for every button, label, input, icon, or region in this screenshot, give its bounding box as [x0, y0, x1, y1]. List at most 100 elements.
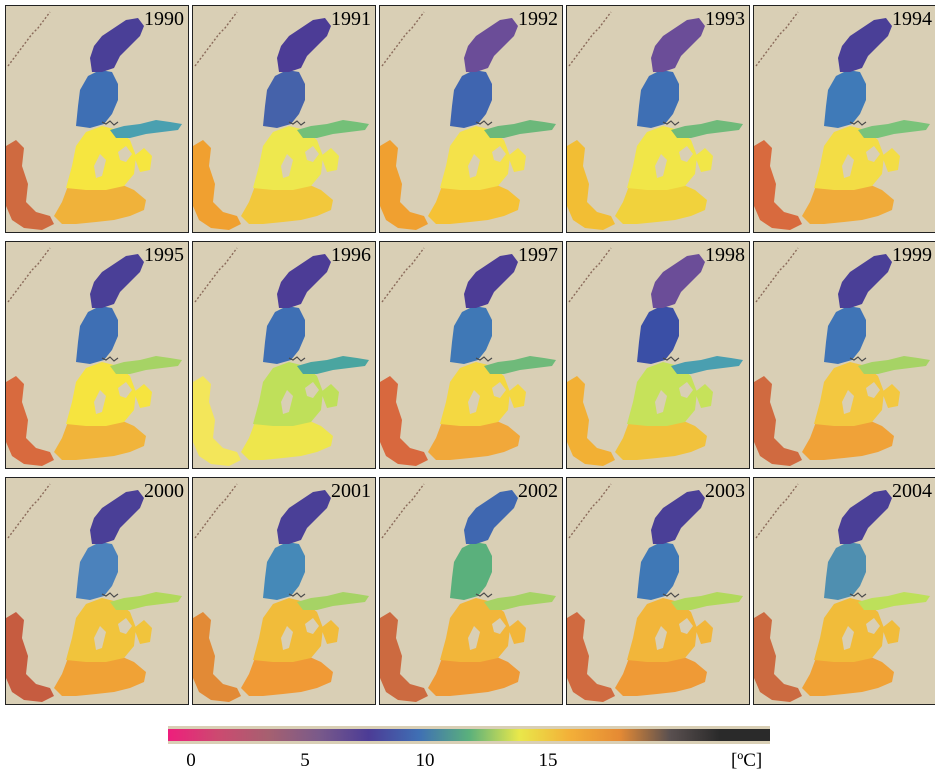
- aland-archipelago: [662, 592, 680, 598]
- gotland-island: [842, 154, 854, 178]
- bothnian-sea-region: [824, 306, 866, 364]
- baltic-sea-map: [380, 483, 556, 702]
- bothnian-bay-region: [277, 18, 331, 72]
- year-label: 1991: [331, 8, 371, 30]
- bothnian-bay-region: [277, 254, 331, 308]
- aland-archipelago: [288, 356, 306, 362]
- coastline: [381, 11, 425, 67]
- map-panel-1993: 1993: [566, 5, 750, 233]
- colorbar-unit: [ºC]: [731, 750, 763, 771]
- gulf-of-riga-region: [695, 384, 713, 408]
- aland-archipelago: [475, 356, 493, 362]
- saaremaa-island: [305, 618, 319, 634]
- bothnian-bay-region: [277, 490, 331, 544]
- gotland-island: [281, 154, 293, 178]
- west-coast-region: [193, 376, 241, 466]
- baltic-sea-map: [6, 247, 182, 466]
- year-label: 1994: [892, 8, 932, 30]
- saaremaa-island: [866, 146, 880, 162]
- gulf-of-finland-region: [110, 592, 182, 610]
- bothnian-bay-region: [838, 18, 892, 72]
- gotland-island: [468, 626, 480, 650]
- gotland-island: [655, 154, 667, 178]
- gulf-of-riga-region: [882, 148, 900, 172]
- saaremaa-island: [305, 382, 319, 398]
- year-label: 2000: [144, 480, 184, 502]
- bothnian-sea-region: [637, 542, 679, 600]
- bothnian-sea-region: [76, 70, 118, 128]
- coastline: [755, 483, 799, 539]
- baltic-sea-map: [754, 483, 930, 702]
- west-coast-region: [6, 376, 54, 466]
- aland-archipelago: [849, 120, 867, 126]
- bothnian-sea-region: [637, 306, 679, 364]
- gulf-of-riga-region: [695, 148, 713, 172]
- year-label: 2001: [331, 480, 371, 502]
- year-label: 2003: [705, 480, 745, 502]
- gulf-of-finland-region: [484, 592, 556, 610]
- west-coast-region: [380, 612, 428, 702]
- colorbar-tick-0: 0: [186, 750, 196, 771]
- baltic-sea-map: [193, 247, 369, 466]
- baltic-sea-map: [567, 247, 743, 466]
- west-coast-region: [380, 376, 428, 466]
- aland-archipelago: [475, 592, 493, 598]
- colorbar-tick-15: 15: [538, 750, 558, 771]
- gulf-of-finland-region: [858, 592, 930, 610]
- coastline: [194, 11, 238, 67]
- gulf-of-finland-region: [110, 120, 182, 138]
- year-label: 1999: [892, 244, 932, 266]
- aland-archipelago: [849, 592, 867, 598]
- bothnian-sea-region: [450, 542, 492, 600]
- gulf-of-finland-region: [297, 120, 369, 138]
- gotland-island: [94, 626, 106, 650]
- coastline: [7, 247, 51, 303]
- saaremaa-island: [492, 146, 506, 162]
- baltic-sea-map: [567, 11, 743, 230]
- year-label: 1995: [144, 244, 184, 266]
- saaremaa-island: [866, 382, 880, 398]
- west-coast-region: [754, 612, 802, 702]
- colorbar-tick-5: 5: [300, 750, 310, 771]
- saaremaa-island: [118, 146, 132, 162]
- aland-archipelago: [662, 356, 680, 362]
- west-coast-region: [6, 612, 54, 702]
- gulf-of-riga-region: [508, 384, 526, 408]
- west-coast-region: [567, 140, 615, 230]
- gulf-of-riga-region: [695, 620, 713, 644]
- saaremaa-island: [492, 382, 506, 398]
- gotland-island: [281, 390, 293, 414]
- gulf-of-riga-region: [134, 384, 152, 408]
- bothnian-sea-region: [263, 70, 305, 128]
- map-panel-1996: 1996: [192, 241, 376, 469]
- coastline: [755, 11, 799, 67]
- coastline: [194, 247, 238, 303]
- year-label: 1997: [518, 244, 558, 266]
- west-coast-region: [754, 376, 802, 466]
- aland-archipelago: [101, 592, 119, 598]
- west-coast-region: [567, 376, 615, 466]
- gulf-of-finland-region: [297, 592, 369, 610]
- coastline: [568, 247, 612, 303]
- aland-archipelago: [101, 356, 119, 362]
- gotland-island: [94, 390, 106, 414]
- aland-archipelago: [475, 120, 493, 126]
- aland-archipelago: [288, 592, 306, 598]
- bothnian-bay-region: [651, 490, 705, 544]
- bothnian-bay-region: [838, 490, 892, 544]
- gulf-of-finland-region: [297, 356, 369, 374]
- gulf-of-finland-region: [671, 592, 743, 610]
- baltic-sea-map: [193, 483, 369, 702]
- gulf-of-riga-region: [134, 620, 152, 644]
- bothnian-bay-region: [90, 18, 144, 72]
- map-panel-1995: 1995: [5, 241, 189, 469]
- map-panel-2002: 2002: [379, 477, 563, 705]
- map-panel-1999: 1999: [753, 241, 935, 469]
- baltic-sea-map: [754, 11, 930, 230]
- map-panel-2004: 2004: [753, 477, 935, 705]
- year-label: 1996: [331, 244, 371, 266]
- saaremaa-island: [305, 146, 319, 162]
- coastline: [568, 483, 612, 539]
- bothnian-bay-region: [90, 254, 144, 308]
- gulf-of-finland-region: [110, 356, 182, 374]
